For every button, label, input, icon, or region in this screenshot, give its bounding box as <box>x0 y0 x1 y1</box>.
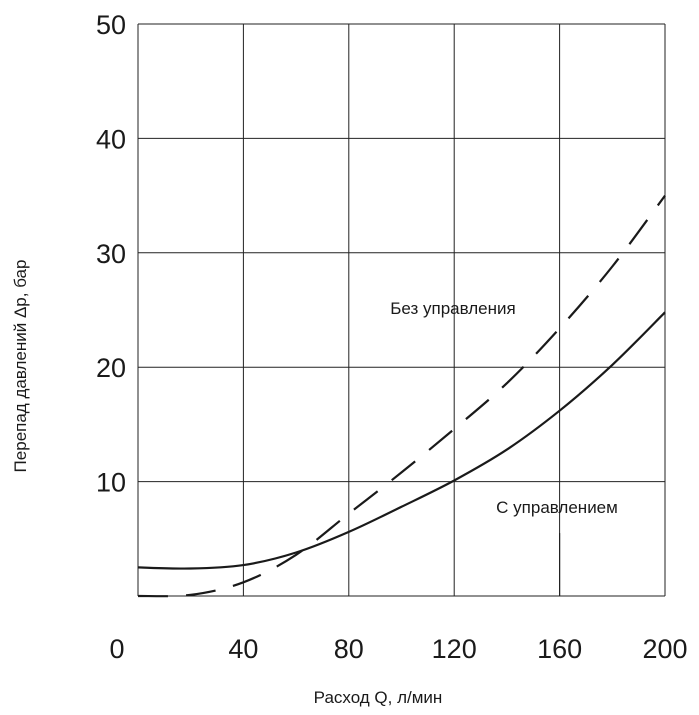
x-tick-label-4: 160 <box>537 634 582 664</box>
annotation-0: Без управления <box>390 299 515 318</box>
y-tick-label-0: 10 <box>96 468 126 498</box>
series-layer <box>137 194 666 598</box>
series-line-1 <box>137 311 666 570</box>
y-tick-label-4: 50 <box>96 10 126 40</box>
y-axis-title: Перепад давлений Δp, бар <box>11 260 30 473</box>
annotations: Без управления С управлением <box>390 299 618 517</box>
x-tick-label-5: 200 <box>642 634 687 664</box>
y-tick-label-3: 40 <box>96 124 126 154</box>
series-line-0 <box>137 194 666 598</box>
x-tick-label-2: 80 <box>334 634 364 664</box>
x-tick-label-3: 120 <box>432 634 477 664</box>
x-tick-label-1: 40 <box>228 634 258 664</box>
grid <box>137 23 666 597</box>
tick-labels: 0 40 80 120 160 200 10 20 30 40 50 <box>96 10 688 664</box>
x-axis-title: Расход Q, л/мин <box>314 688 443 707</box>
x-tick-label-0: 0 <box>109 634 124 664</box>
y-tick-label-1: 20 <box>96 353 126 383</box>
y-tick-label-2: 30 <box>96 239 126 269</box>
annotation-1: С управлением <box>496 498 618 517</box>
